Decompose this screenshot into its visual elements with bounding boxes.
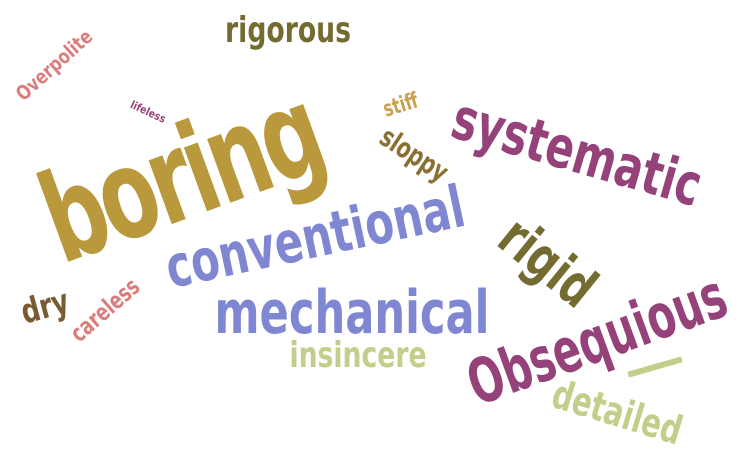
word-detailed: detailed xyxy=(546,371,688,453)
word-illegible-small xyxy=(627,356,683,378)
word-rigid: rigid xyxy=(485,204,609,321)
word-insincere: insincere xyxy=(289,335,427,376)
word-overpolite: Overpolite xyxy=(10,24,98,106)
word-dry: dry xyxy=(16,281,74,333)
word-mechanical: mechanical xyxy=(214,278,490,348)
word-rigorous: rigorous xyxy=(225,10,351,51)
word-systematic: systematic xyxy=(444,84,710,220)
word-sloppy: sloppy xyxy=(373,120,455,189)
word-stiff: stiff xyxy=(380,88,422,123)
